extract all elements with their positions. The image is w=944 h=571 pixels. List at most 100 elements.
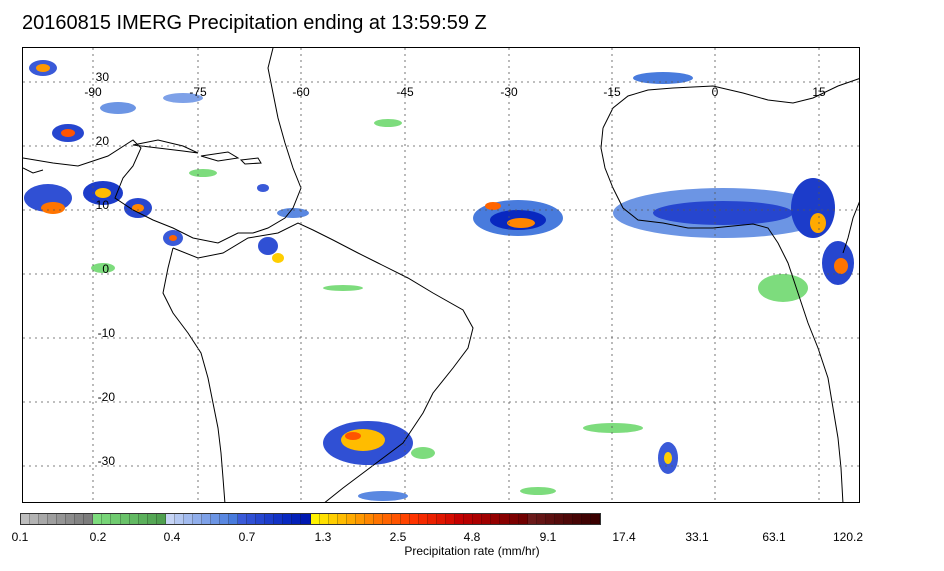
lat-label: 30: [96, 70, 110, 84]
colorbar-cell: [437, 514, 447, 524]
lat-label: 20: [96, 134, 110, 148]
lat-label: -10: [98, 326, 116, 340]
colorbar-cell: [120, 514, 130, 524]
colorbar-cell: [554, 514, 564, 524]
lat-label: -20: [98, 390, 116, 404]
colorbar-cell: [545, 514, 555, 524]
colorbar-label: 0.1: [11, 530, 29, 544]
colorbar-cell: [283, 514, 293, 524]
colorbar-cell: [319, 514, 329, 524]
lat-label: 10: [96, 198, 110, 212]
colorbar-title: Precipitation rate (mm/hr): [404, 544, 540, 558]
map-canvas: -90 -75 -60 -45 -30 -15 0 15 30 20 10 0 …: [23, 48, 859, 502]
lon-label: 0: [712, 85, 719, 99]
colorbar-cell: [572, 514, 582, 524]
colorbar-cell: [111, 514, 121, 524]
colorbar-cell: [346, 514, 356, 524]
colorbar-label: 63.1: [762, 530, 786, 544]
colorbar-cell: [201, 514, 211, 524]
colorbar-cell: [84, 514, 94, 524]
colorbar-cell: [410, 514, 420, 524]
colorbar-cell: [491, 514, 501, 524]
colorbar-cell: [310, 514, 320, 524]
colorbar-cell: [337, 514, 347, 524]
colorbar-label: 2.5: [389, 530, 407, 544]
colorbar-cell: [364, 514, 374, 524]
colorbar-cell: [265, 514, 275, 524]
colorbar-cell: [247, 514, 257, 524]
colorbar-cell: [536, 514, 546, 524]
colorbar-cell: [192, 514, 202, 524]
colorbar-cell: [509, 514, 519, 524]
colorbar-cell: [30, 514, 40, 524]
graticule: [23, 48, 859, 502]
precipitation-field: [24, 60, 854, 501]
colorbar-cell: [464, 514, 474, 524]
colorbar-cell: [590, 514, 600, 524]
colorbar-cell: [400, 514, 411, 524]
colorbar-cell: [419, 514, 429, 524]
colorbar-label: 120.2: [832, 530, 864, 544]
colorbar-cell: [156, 514, 166, 524]
coastlines: [23, 48, 859, 502]
colorbar-cell: [21, 514, 31, 524]
lat-label: -30: [98, 454, 116, 468]
colorbar-cell: [274, 514, 284, 524]
colorbar-cell: [455, 514, 465, 524]
lat-label: 0: [102, 262, 109, 276]
colorbar-cell: [210, 514, 221, 524]
colorbar-cell: [373, 514, 383, 524]
colorbar-cell: [518, 514, 528, 524]
lon-label: -45: [396, 85, 414, 99]
colorbar: [20, 513, 601, 525]
lon-label: -30: [500, 85, 518, 99]
colorbar-cell: [129, 514, 139, 524]
colorbar-cell: [48, 514, 58, 524]
colorbar-label: 17.4: [612, 530, 636, 544]
colorbar-cell: [391, 514, 401, 524]
colorbar-label: 0.7: [238, 530, 256, 544]
colorbar-cell: [446, 514, 456, 524]
colorbar-cell: [527, 514, 537, 524]
colorbar-cell: [563, 514, 573, 524]
colorbar-cell: [75, 514, 85, 524]
colorbar-cell: [581, 514, 591, 524]
colorbar-cell: [229, 514, 239, 524]
lon-label: -15: [603, 85, 621, 99]
lon-label: 15: [812, 85, 826, 99]
colorbar-cell: [147, 514, 157, 524]
latitude-labels: 30 20 10 0 -10 -20 -30: [96, 70, 116, 468]
colorbar-label: 33.1: [685, 530, 709, 544]
lon-label: -60: [292, 85, 310, 99]
colorbar-label: 0.4: [163, 530, 181, 544]
colorbar-cell: [482, 514, 492, 524]
colorbar-cell: [66, 514, 76, 524]
colorbar-label: 0.2: [89, 530, 107, 544]
map-title: 20160815 IMERG Precipitation ending at 1…: [22, 12, 487, 34]
colorbar-cell: [301, 514, 311, 524]
colorbar-cell: [328, 514, 338, 524]
colorbar-cell: [292, 514, 302, 524]
lon-label: -90: [84, 85, 102, 99]
colorbar-cell: [174, 514, 184, 524]
colorbar-cell: [428, 514, 438, 524]
colorbar-cell: [102, 514, 112, 524]
colorbar-cell: [220, 514, 230, 524]
colorbar-cell: [355, 514, 365, 524]
colorbar-cell: [473, 514, 483, 524]
longitude-labels: -90 -75 -60 -45 -30 -15 0 15: [84, 85, 826, 99]
colorbar-label: 4.8: [463, 530, 481, 544]
precipitation-map[interactable]: -90 -75 -60 -45 -30 -15 0 15 30 20 10 0 …: [22, 47, 860, 503]
colorbar-cell: [138, 514, 148, 524]
colorbar-cell: [500, 514, 510, 524]
colorbar-label: 1.3: [314, 530, 332, 544]
colorbar-cell: [93, 514, 103, 524]
colorbar-cell: [183, 514, 193, 524]
lon-label: -75: [189, 85, 207, 99]
colorbar-cell: [238, 514, 248, 524]
colorbar-cell: [256, 514, 266, 524]
colorbar-cell: [382, 514, 392, 524]
colorbar-cell: [165, 514, 175, 524]
colorbar-cell: [57, 514, 67, 524]
colorbar-cell: [39, 514, 49, 524]
